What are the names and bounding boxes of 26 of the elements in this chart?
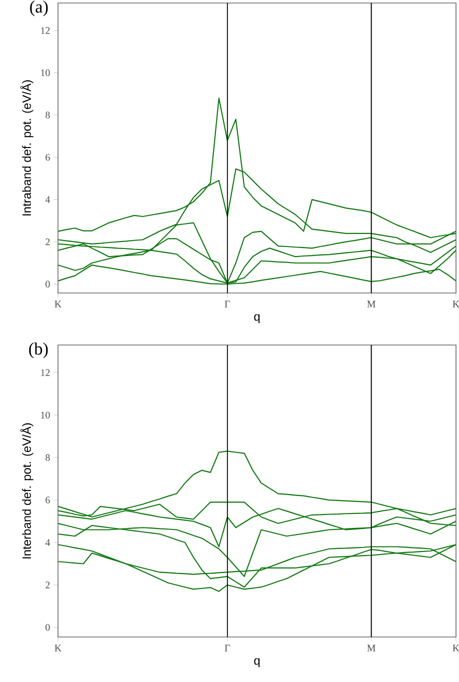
y-tick-label: 12 xyxy=(41,27,50,34)
y-tick-label: 4 xyxy=(45,539,50,546)
y-tick-label: 8 xyxy=(46,112,50,118)
y-axis-title: Intraband def. pot. (eV/Å) xyxy=(20,80,34,216)
chart-title: (b) xyxy=(29,342,48,358)
y-tick-label: 2 xyxy=(46,582,50,588)
x-axis-title: q xyxy=(254,314,260,324)
y-tick-label: 6 xyxy=(46,496,50,504)
x-tick-label: M xyxy=(367,300,376,308)
y-tick-label: 0 xyxy=(46,280,50,288)
y-tick-label: 2 xyxy=(46,238,50,246)
y-tick-label: 10 xyxy=(41,69,50,76)
chart-title: (a) xyxy=(30,0,48,16)
x-tick-label: K xyxy=(54,300,62,308)
y-axis-title: Interband def. pot. (eV/Å) xyxy=(20,423,34,558)
x-tick-label: Γ xyxy=(224,644,230,652)
y-tick-label: 12 xyxy=(41,369,50,376)
x-tick-label: K xyxy=(54,644,62,652)
x-axis-title: q xyxy=(254,658,260,668)
x-tick-label: Γ xyxy=(224,300,230,308)
y-tick-label: 0 xyxy=(46,624,50,631)
y-tick-label: 8 xyxy=(46,454,50,461)
y-tick-label: 4 xyxy=(45,196,50,203)
x-tick-label: M xyxy=(367,644,376,652)
y-tick-label: 10 xyxy=(41,412,50,418)
y-tick-label: 6 xyxy=(46,154,50,161)
